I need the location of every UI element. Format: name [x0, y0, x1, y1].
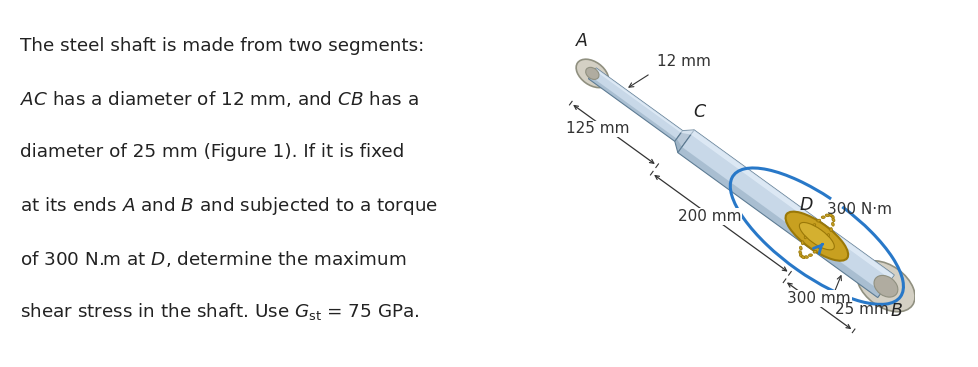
Text: shear stress in the shaft. Use $G_{\mathrm{st}}$ = 75 GPa.: shear stress in the shaft. Use $G_{\math…: [20, 301, 419, 323]
Ellipse shape: [856, 261, 914, 312]
Polygon shape: [677, 147, 881, 298]
Ellipse shape: [585, 68, 599, 79]
Ellipse shape: [799, 222, 833, 250]
Polygon shape: [677, 130, 893, 298]
Ellipse shape: [801, 256, 804, 259]
Ellipse shape: [816, 219, 820, 222]
Polygon shape: [690, 130, 893, 280]
Polygon shape: [594, 68, 682, 133]
Polygon shape: [588, 76, 676, 141]
Ellipse shape: [822, 240, 824, 243]
Polygon shape: [681, 130, 693, 135]
Text: $D$: $D$: [798, 196, 813, 214]
Ellipse shape: [813, 250, 816, 253]
Text: 200 mm: 200 mm: [678, 209, 740, 224]
Ellipse shape: [576, 59, 608, 88]
Ellipse shape: [798, 251, 801, 254]
Text: 125 mm: 125 mm: [565, 121, 629, 137]
Ellipse shape: [824, 214, 828, 217]
Text: of 300 N.m at $\it{D}$, determine the maximum: of 300 N.m at $\it{D}$, determine the ma…: [20, 249, 406, 269]
Ellipse shape: [812, 224, 815, 227]
Text: 300 N·m: 300 N·m: [826, 202, 891, 217]
Ellipse shape: [784, 212, 847, 261]
Polygon shape: [674, 139, 682, 153]
Ellipse shape: [827, 214, 831, 217]
Ellipse shape: [830, 215, 833, 218]
Text: $A$: $A$: [574, 32, 588, 50]
Text: diameter of 25 mm (Figure 1). If it is fixed: diameter of 25 mm (Figure 1). If it is f…: [20, 143, 404, 161]
Ellipse shape: [825, 234, 828, 237]
Ellipse shape: [830, 222, 833, 226]
Text: The steel shaft is made from two segments:: The steel shaft is made from two segment…: [20, 37, 423, 55]
Text: $B$: $B$: [889, 302, 902, 320]
Ellipse shape: [818, 246, 821, 248]
Ellipse shape: [808, 254, 812, 257]
Text: 300 mm: 300 mm: [786, 291, 850, 306]
Ellipse shape: [804, 235, 806, 239]
Ellipse shape: [831, 218, 834, 222]
Ellipse shape: [801, 241, 803, 245]
Ellipse shape: [821, 216, 824, 218]
Text: 25 mm: 25 mm: [834, 302, 888, 317]
Polygon shape: [674, 130, 693, 153]
Text: at its ends $\it{A}$ and $\it{B}$ and subjected to a torque: at its ends $\it{A}$ and $\it{B}$ and su…: [20, 195, 437, 217]
Ellipse shape: [799, 254, 802, 257]
Ellipse shape: [807, 229, 810, 233]
Text: $C$: $C$: [692, 103, 706, 121]
Polygon shape: [588, 68, 682, 141]
Text: $\it{AC}$ has a diameter of 12 mm, and $\it{CB}$ has a: $\it{AC}$ has a diameter of 12 mm, and $…: [20, 89, 418, 109]
Ellipse shape: [804, 256, 808, 258]
Ellipse shape: [799, 246, 801, 250]
Ellipse shape: [829, 228, 831, 232]
Text: 12 mm: 12 mm: [656, 54, 710, 69]
Ellipse shape: [873, 275, 897, 297]
